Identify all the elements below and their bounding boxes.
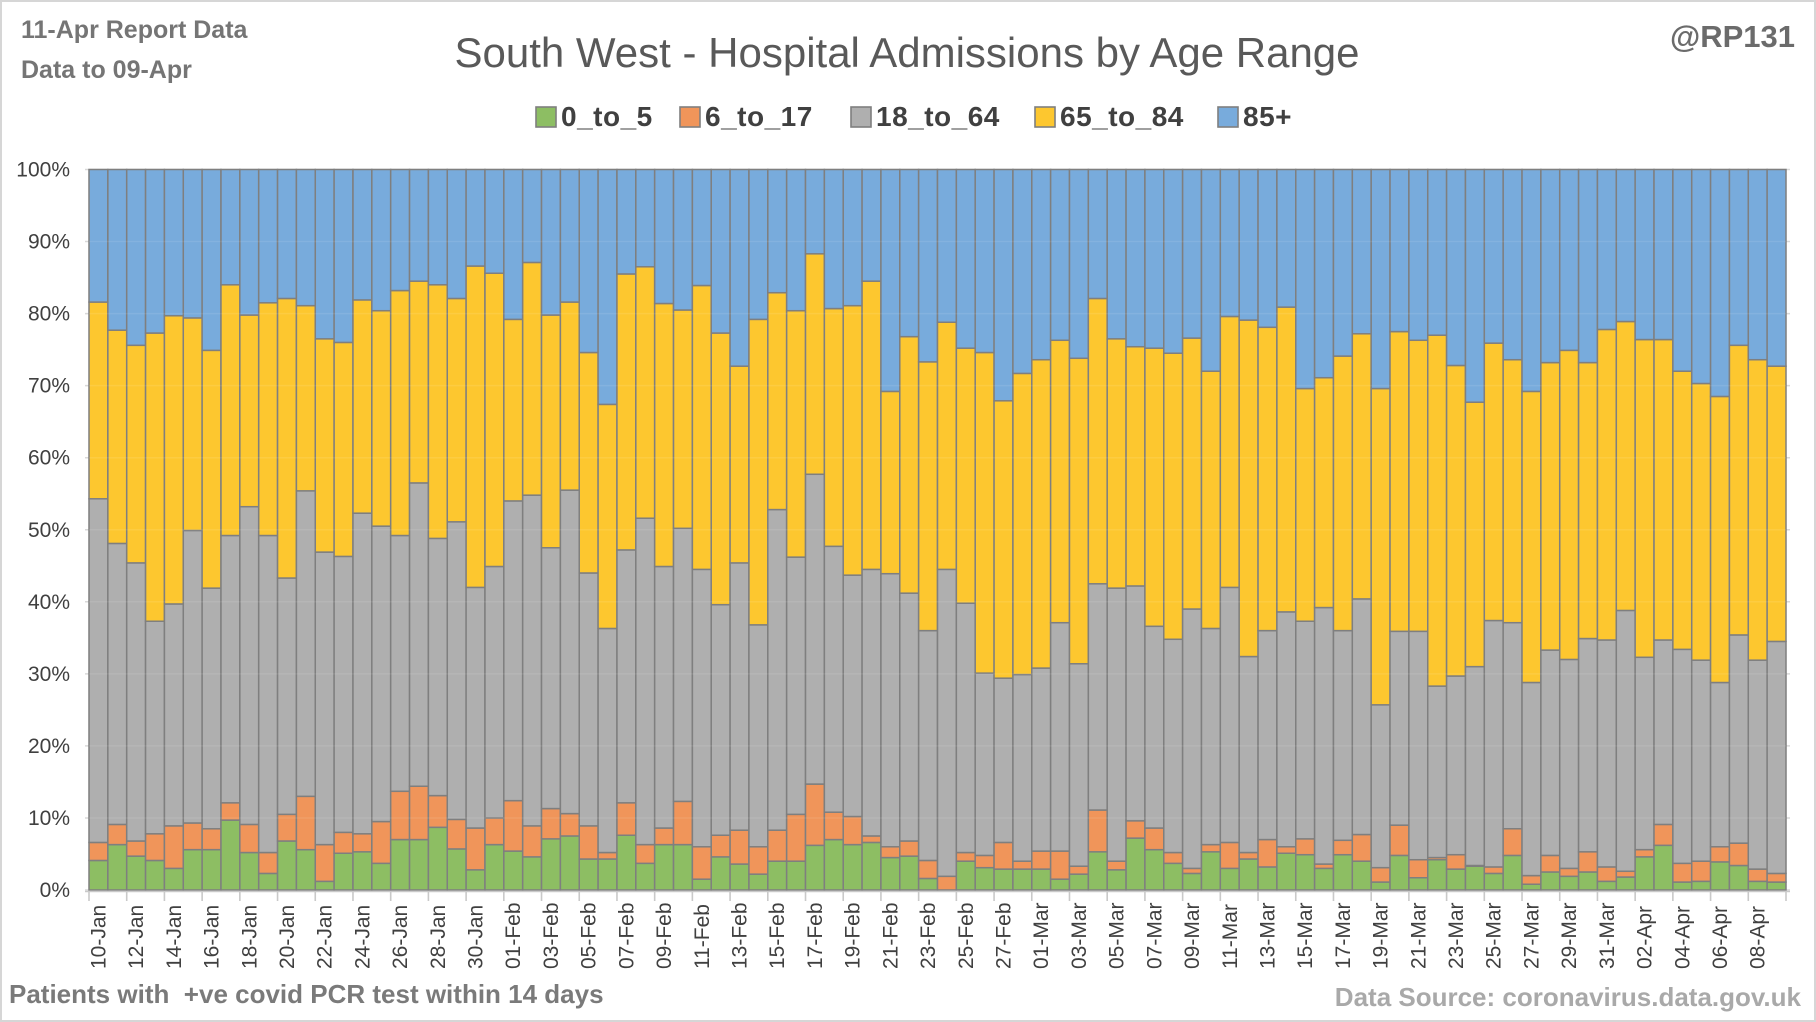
svg-text:19-Feb: 19-Feb bbox=[842, 902, 865, 969]
svg-text:6_to_17: 6_to_17 bbox=[705, 101, 813, 132]
svg-text:Patients with +ve covid PCR t: Patients with +ve covid PCR test within … bbox=[9, 979, 604, 1009]
svg-text:06-Apr: 06-Apr bbox=[1709, 906, 1732, 969]
svg-text:30-Jan: 30-Jan bbox=[465, 905, 488, 969]
svg-text:17-Mar: 17-Mar bbox=[1332, 902, 1355, 969]
svg-text:29-Mar: 29-Mar bbox=[1558, 902, 1581, 969]
svg-text:03-Feb: 03-Feb bbox=[540, 902, 563, 969]
svg-text:25-Mar: 25-Mar bbox=[1483, 902, 1506, 969]
svg-text:14-Jan: 14-Jan bbox=[163, 905, 186, 969]
svg-text:90%: 90% bbox=[28, 231, 70, 254]
svg-text:25-Feb: 25-Feb bbox=[955, 902, 978, 969]
svg-text:@RP131: @RP131 bbox=[1670, 19, 1795, 54]
svg-text:16-Jan: 16-Jan bbox=[201, 905, 224, 969]
svg-text:19-Mar: 19-Mar bbox=[1370, 902, 1393, 969]
svg-text:22-Jan: 22-Jan bbox=[314, 905, 337, 969]
svg-text:20%: 20% bbox=[28, 735, 70, 758]
svg-text:15-Feb: 15-Feb bbox=[766, 902, 789, 969]
svg-text:23-Mar: 23-Mar bbox=[1445, 902, 1468, 969]
svg-text:24-Jan: 24-Jan bbox=[351, 905, 374, 969]
svg-text:0_to_5: 0_to_5 bbox=[561, 101, 653, 132]
svg-text:21-Feb: 21-Feb bbox=[879, 902, 902, 969]
svg-text:60%: 60% bbox=[28, 447, 70, 470]
svg-text:28-Jan: 28-Jan bbox=[427, 905, 450, 969]
svg-text:100%: 100% bbox=[16, 159, 70, 182]
svg-text:10%: 10% bbox=[28, 807, 70, 830]
svg-text:Data Source: coronavirus.data.: Data Source: coronavirus.data.gov.uk bbox=[1335, 982, 1802, 1012]
svg-text:04-Apr: 04-Apr bbox=[1671, 906, 1694, 969]
svg-text:21-Mar: 21-Mar bbox=[1407, 902, 1430, 969]
svg-text:40%: 40% bbox=[28, 591, 70, 614]
svg-text:02-Apr: 02-Apr bbox=[1634, 906, 1657, 969]
svg-text:65_to_84: 65_to_84 bbox=[1060, 101, 1184, 132]
svg-text:17-Feb: 17-Feb bbox=[804, 902, 827, 969]
svg-text:50%: 50% bbox=[28, 519, 70, 542]
svg-text:08-Apr: 08-Apr bbox=[1747, 906, 1770, 969]
svg-text:11-Mar: 11-Mar bbox=[1219, 904, 1242, 969]
svg-text:85+: 85+ bbox=[1243, 101, 1292, 132]
svg-text:01-Mar: 01-Mar bbox=[1030, 902, 1053, 969]
svg-text:18_to_64: 18_to_64 bbox=[876, 101, 1000, 132]
svg-text:01-Feb: 01-Feb bbox=[502, 902, 525, 969]
svg-text:10-Jan: 10-Jan bbox=[87, 905, 110, 969]
svg-text:30%: 30% bbox=[28, 663, 70, 686]
svg-text:80%: 80% bbox=[28, 303, 70, 326]
svg-text:70%: 70% bbox=[28, 375, 70, 398]
svg-text:11-Feb: 11-Feb bbox=[691, 904, 714, 969]
svg-text:07-Feb: 07-Feb bbox=[615, 902, 638, 969]
svg-text:27-Mar: 27-Mar bbox=[1520, 902, 1543, 969]
svg-text:15-Mar: 15-Mar bbox=[1294, 902, 1317, 969]
svg-text:12-Jan: 12-Jan bbox=[125, 905, 148, 969]
svg-text:03-Mar: 03-Mar bbox=[1068, 902, 1091, 969]
svg-text:18-Jan: 18-Jan bbox=[238, 905, 261, 969]
svg-text:Data to 09-Apr: Data to 09-Apr bbox=[21, 56, 192, 84]
svg-text:20-Jan: 20-Jan bbox=[276, 905, 299, 969]
svg-text:05-Feb: 05-Feb bbox=[578, 902, 601, 969]
svg-text:13-Feb: 13-Feb bbox=[729, 902, 752, 969]
svg-text:09-Feb: 09-Feb bbox=[653, 902, 676, 969]
svg-text:23-Feb: 23-Feb bbox=[917, 902, 940, 969]
svg-text:26-Jan: 26-Jan bbox=[389, 905, 412, 969]
svg-text:09-Mar: 09-Mar bbox=[1181, 902, 1204, 969]
svg-text:South West - Hospital Admissio: South West - Hospital Admissions by Age … bbox=[454, 29, 1359, 76]
svg-text:07-Mar: 07-Mar bbox=[1143, 902, 1166, 969]
svg-text:0%: 0% bbox=[40, 879, 70, 902]
svg-text:05-Mar: 05-Mar bbox=[1106, 902, 1129, 969]
svg-text:27-Feb: 27-Feb bbox=[993, 902, 1016, 969]
svg-text:31-Mar: 31-Mar bbox=[1596, 902, 1619, 969]
svg-text:11-Apr Report Data: 11-Apr Report Data bbox=[21, 16, 249, 44]
svg-text:13-Mar: 13-Mar bbox=[1257, 902, 1280, 969]
